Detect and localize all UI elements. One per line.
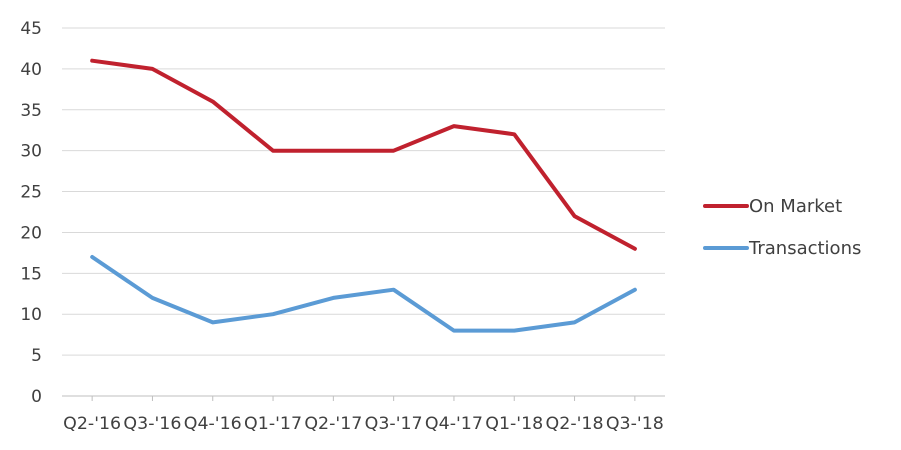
- legend-label-on-market: On Market: [749, 196, 842, 217]
- series-line-transactions: [90, 255, 637, 333]
- x-tick-label: Q2-'18: [546, 414, 604, 434]
- legend-label-transactions: Transactions: [748, 238, 861, 259]
- y-tick-label: 15: [20, 264, 42, 284]
- x-tick-label: Q4-'16: [184, 414, 242, 434]
- x-axis: Q2-'16 Q3-'16 Q4-'16 Q1-'17 Q2-'17 Q3-'17 Q4-'…: [62, 395, 665, 434]
- series-line-on-market: [90, 58, 637, 251]
- y-tick-label: 0: [31, 387, 42, 407]
- legend: On Market Transactions: [703, 196, 861, 259]
- y-tick-label: 35: [20, 101, 42, 121]
- x-tick-label: Q1-'17: [244, 414, 302, 434]
- y-tick-label: 5: [31, 346, 42, 366]
- x-tick-label: Q2-'17: [304, 414, 362, 434]
- y-tick-label: 30: [20, 142, 42, 162]
- x-tick-label: Q3-'17: [365, 414, 423, 434]
- y-tick-label: 45: [20, 19, 42, 39]
- x-tick-label: Q1-'18: [485, 414, 543, 434]
- gridlines: [62, 27, 665, 356]
- y-tick-label: 25: [20, 183, 42, 203]
- x-tick-label: Q3-'18: [606, 414, 664, 434]
- series-lines: [90, 58, 637, 333]
- y-tick-label: 10: [20, 305, 42, 325]
- x-tick-label: Q2-'16: [63, 414, 121, 434]
- x-tick-label: Q3-'16: [123, 414, 181, 434]
- y-tick-label: 40: [20, 60, 42, 80]
- y-tick-label: 20: [20, 223, 42, 243]
- x-tick-label: Q4-'17: [425, 414, 483, 434]
- y-axis: 0 5 10 15 20 25 30 35 40 45: [20, 19, 42, 407]
